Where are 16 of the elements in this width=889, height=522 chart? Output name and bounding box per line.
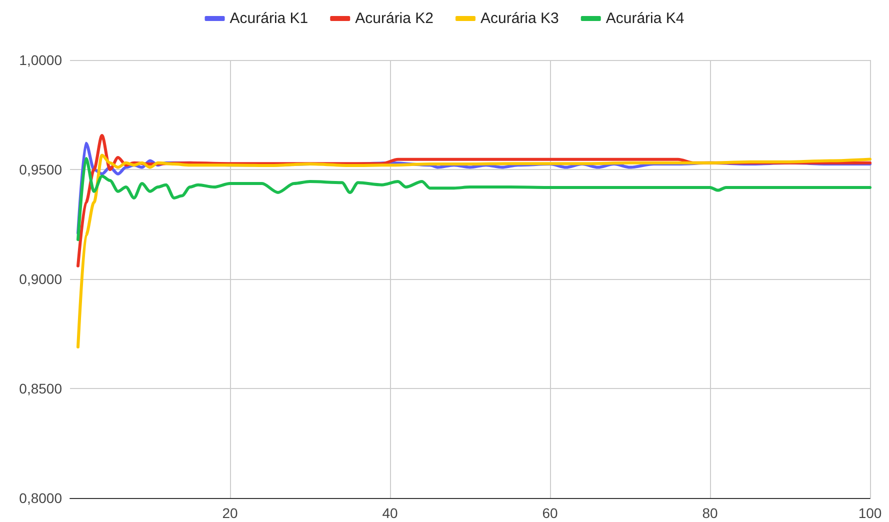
x-tick-label: 40 xyxy=(382,505,398,521)
x-tick-label: 60 xyxy=(542,505,558,521)
line-series xyxy=(76,157,872,242)
y-tick-label: 0,8500 xyxy=(19,380,62,396)
y-tick-label: 0,8000 xyxy=(19,490,62,506)
y-tick-label: 0,9000 xyxy=(19,271,62,287)
y-tick-label: 0,9500 xyxy=(19,162,62,178)
x-tick-label: 100 xyxy=(858,505,882,521)
y-tick-label: 1,0000 xyxy=(19,52,62,68)
x-tick-label: 20 xyxy=(222,505,238,521)
line-series xyxy=(76,154,872,348)
legend-label: Acurária K3 xyxy=(480,10,559,27)
legend-label: Acurária K1 xyxy=(230,10,308,27)
legend-label: Acurária K2 xyxy=(355,10,434,27)
legend-label: Acurária K4 xyxy=(606,10,684,27)
x-tick-label: 80 xyxy=(702,505,718,521)
